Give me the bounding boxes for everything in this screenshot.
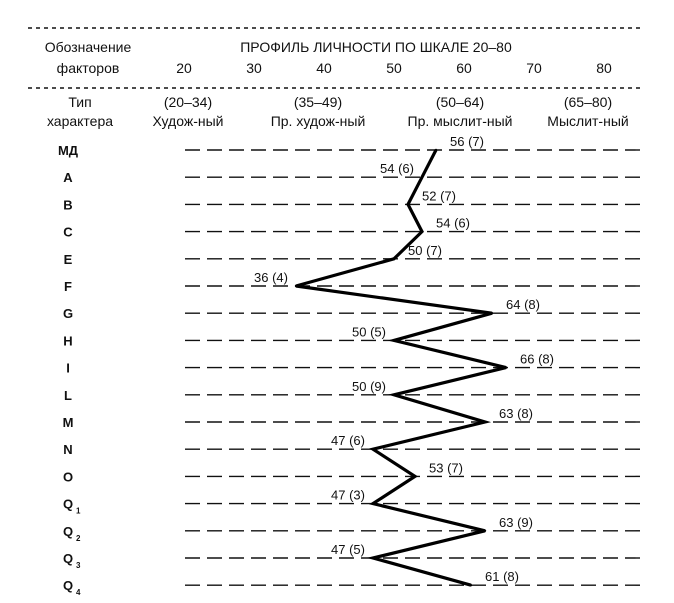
factor-label: B [63, 197, 72, 212]
scale-tick-label: 40 [316, 60, 332, 76]
scale-tick-label: 20 [176, 60, 192, 76]
type-range-interval: (50–64) [436, 94, 484, 110]
factor-label: Q [63, 551, 73, 566]
scale-tick-label: 60 [456, 60, 472, 76]
data-label: 50 (9) [352, 379, 386, 394]
type-header-line1: Тип [68, 94, 91, 110]
scale-tick-label: 30 [246, 60, 262, 76]
profile-point [392, 257, 396, 260]
data-label: 36 (4) [254, 270, 288, 285]
data-label: 47 (6) [331, 433, 365, 448]
profile-point [483, 529, 487, 532]
factor-label: O [63, 469, 73, 484]
data-label: 50 (5) [352, 324, 386, 339]
chart-title: ПРОФИЛЬ ЛИЧНОСТИ ПО ШКАЛЕ 20–80 [240, 39, 512, 55]
factor-label-subscript: 1 [76, 507, 81, 516]
type-range-name: Мыслит-ный [547, 113, 628, 129]
data-label: 63 (9) [499, 515, 533, 530]
factors-header-line2: факторов [57, 60, 120, 76]
data-label: 64 (8) [506, 297, 540, 312]
factor-label-subscript: 2 [76, 534, 81, 543]
factor-label: C [63, 225, 73, 240]
profile-point [392, 393, 396, 396]
data-label: 47 (5) [331, 542, 365, 557]
factor-label: N [63, 442, 72, 457]
factor-label: A [63, 170, 73, 185]
factor-label-subscript: 3 [76, 561, 81, 570]
factor-label: H [63, 333, 72, 348]
type-range-name: Худож-ный [152, 113, 223, 129]
profile-point [413, 475, 417, 478]
data-label: 52 (7) [422, 188, 456, 203]
type-range-name: Пр. мыслит-ный [408, 113, 513, 129]
profile-point [392, 339, 396, 342]
data-label: 53 (7) [429, 460, 463, 475]
profile-point [469, 584, 473, 587]
profile-point [504, 366, 508, 369]
data-label: 50 (7) [408, 243, 442, 258]
profile-point [434, 148, 438, 152]
type-range-interval: (65–80) [564, 94, 612, 110]
factors-header-line1: Обозначение [45, 39, 132, 55]
type-range-interval: (20–34) [164, 94, 212, 110]
profile-point [294, 284, 298, 288]
factor-label: I [66, 361, 70, 376]
factor-label: МД [58, 143, 79, 158]
factor-label: Q [63, 497, 73, 512]
data-label: 63 (8) [499, 406, 533, 421]
profile-line-group [294, 148, 508, 587]
data-label: 54 (6) [380, 161, 414, 176]
factor-label: F [64, 279, 72, 294]
data-labels: 56 (7) 54 (6) 52 (7) 54 (6) 50 (7) 36 (4) 64 (… [254, 134, 554, 584]
data-label: 54 (6) [436, 216, 470, 231]
type-range-interval: (35–49) [294, 94, 342, 110]
type-ranges: (20–34) Худож-ный (35–49) Пр. худож-ный (50–… [152, 94, 628, 129]
profile-point [420, 176, 424, 179]
data-label: 61 (8) [485, 569, 519, 584]
profile-point [483, 420, 487, 424]
scale-tick-label: 50 [386, 60, 402, 76]
factor-label: G [63, 306, 73, 321]
data-label: 66 (8) [520, 352, 554, 367]
factor-label: M [63, 415, 74, 430]
factor-label: L [64, 388, 72, 403]
profile-point [371, 448, 375, 451]
factor-label: Q [63, 578, 73, 593]
profile-point [371, 556, 375, 560]
profile-point [490, 312, 494, 315]
factor-label: Q [63, 524, 73, 539]
type-range-name: Пр. худож-ный [271, 113, 366, 129]
scale-tick-label: 80 [596, 60, 612, 76]
profile-point [406, 203, 410, 206]
profile-point [420, 230, 424, 233]
factor-label-subscript: 4 [76, 588, 81, 597]
data-label: 56 (7) [450, 134, 484, 149]
factor-label: E [64, 252, 73, 267]
scale-ticks: 20 30 40 50 60 70 80 [176, 60, 612, 76]
data-label: 47 (3) [331, 488, 365, 503]
scale-tick-label: 70 [526, 60, 542, 76]
profile-point [371, 502, 375, 505]
type-header-line2: характера [47, 113, 113, 129]
